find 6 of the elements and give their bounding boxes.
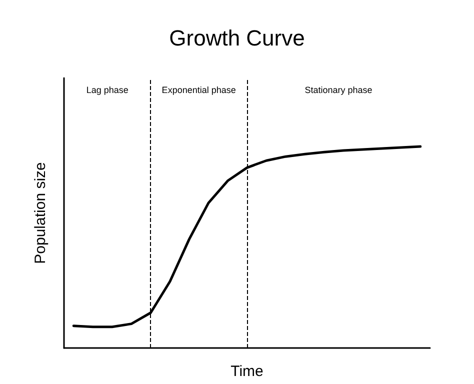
chart-title: Growth Curve (169, 26, 305, 50)
text: Exponential phase (162, 85, 236, 95)
x-axis-title: Time (230, 363, 264, 380)
text: Lag phase (86, 85, 128, 95)
y-axis-title: Population size (32, 162, 49, 264)
text: Stationary phase (304, 85, 372, 95)
